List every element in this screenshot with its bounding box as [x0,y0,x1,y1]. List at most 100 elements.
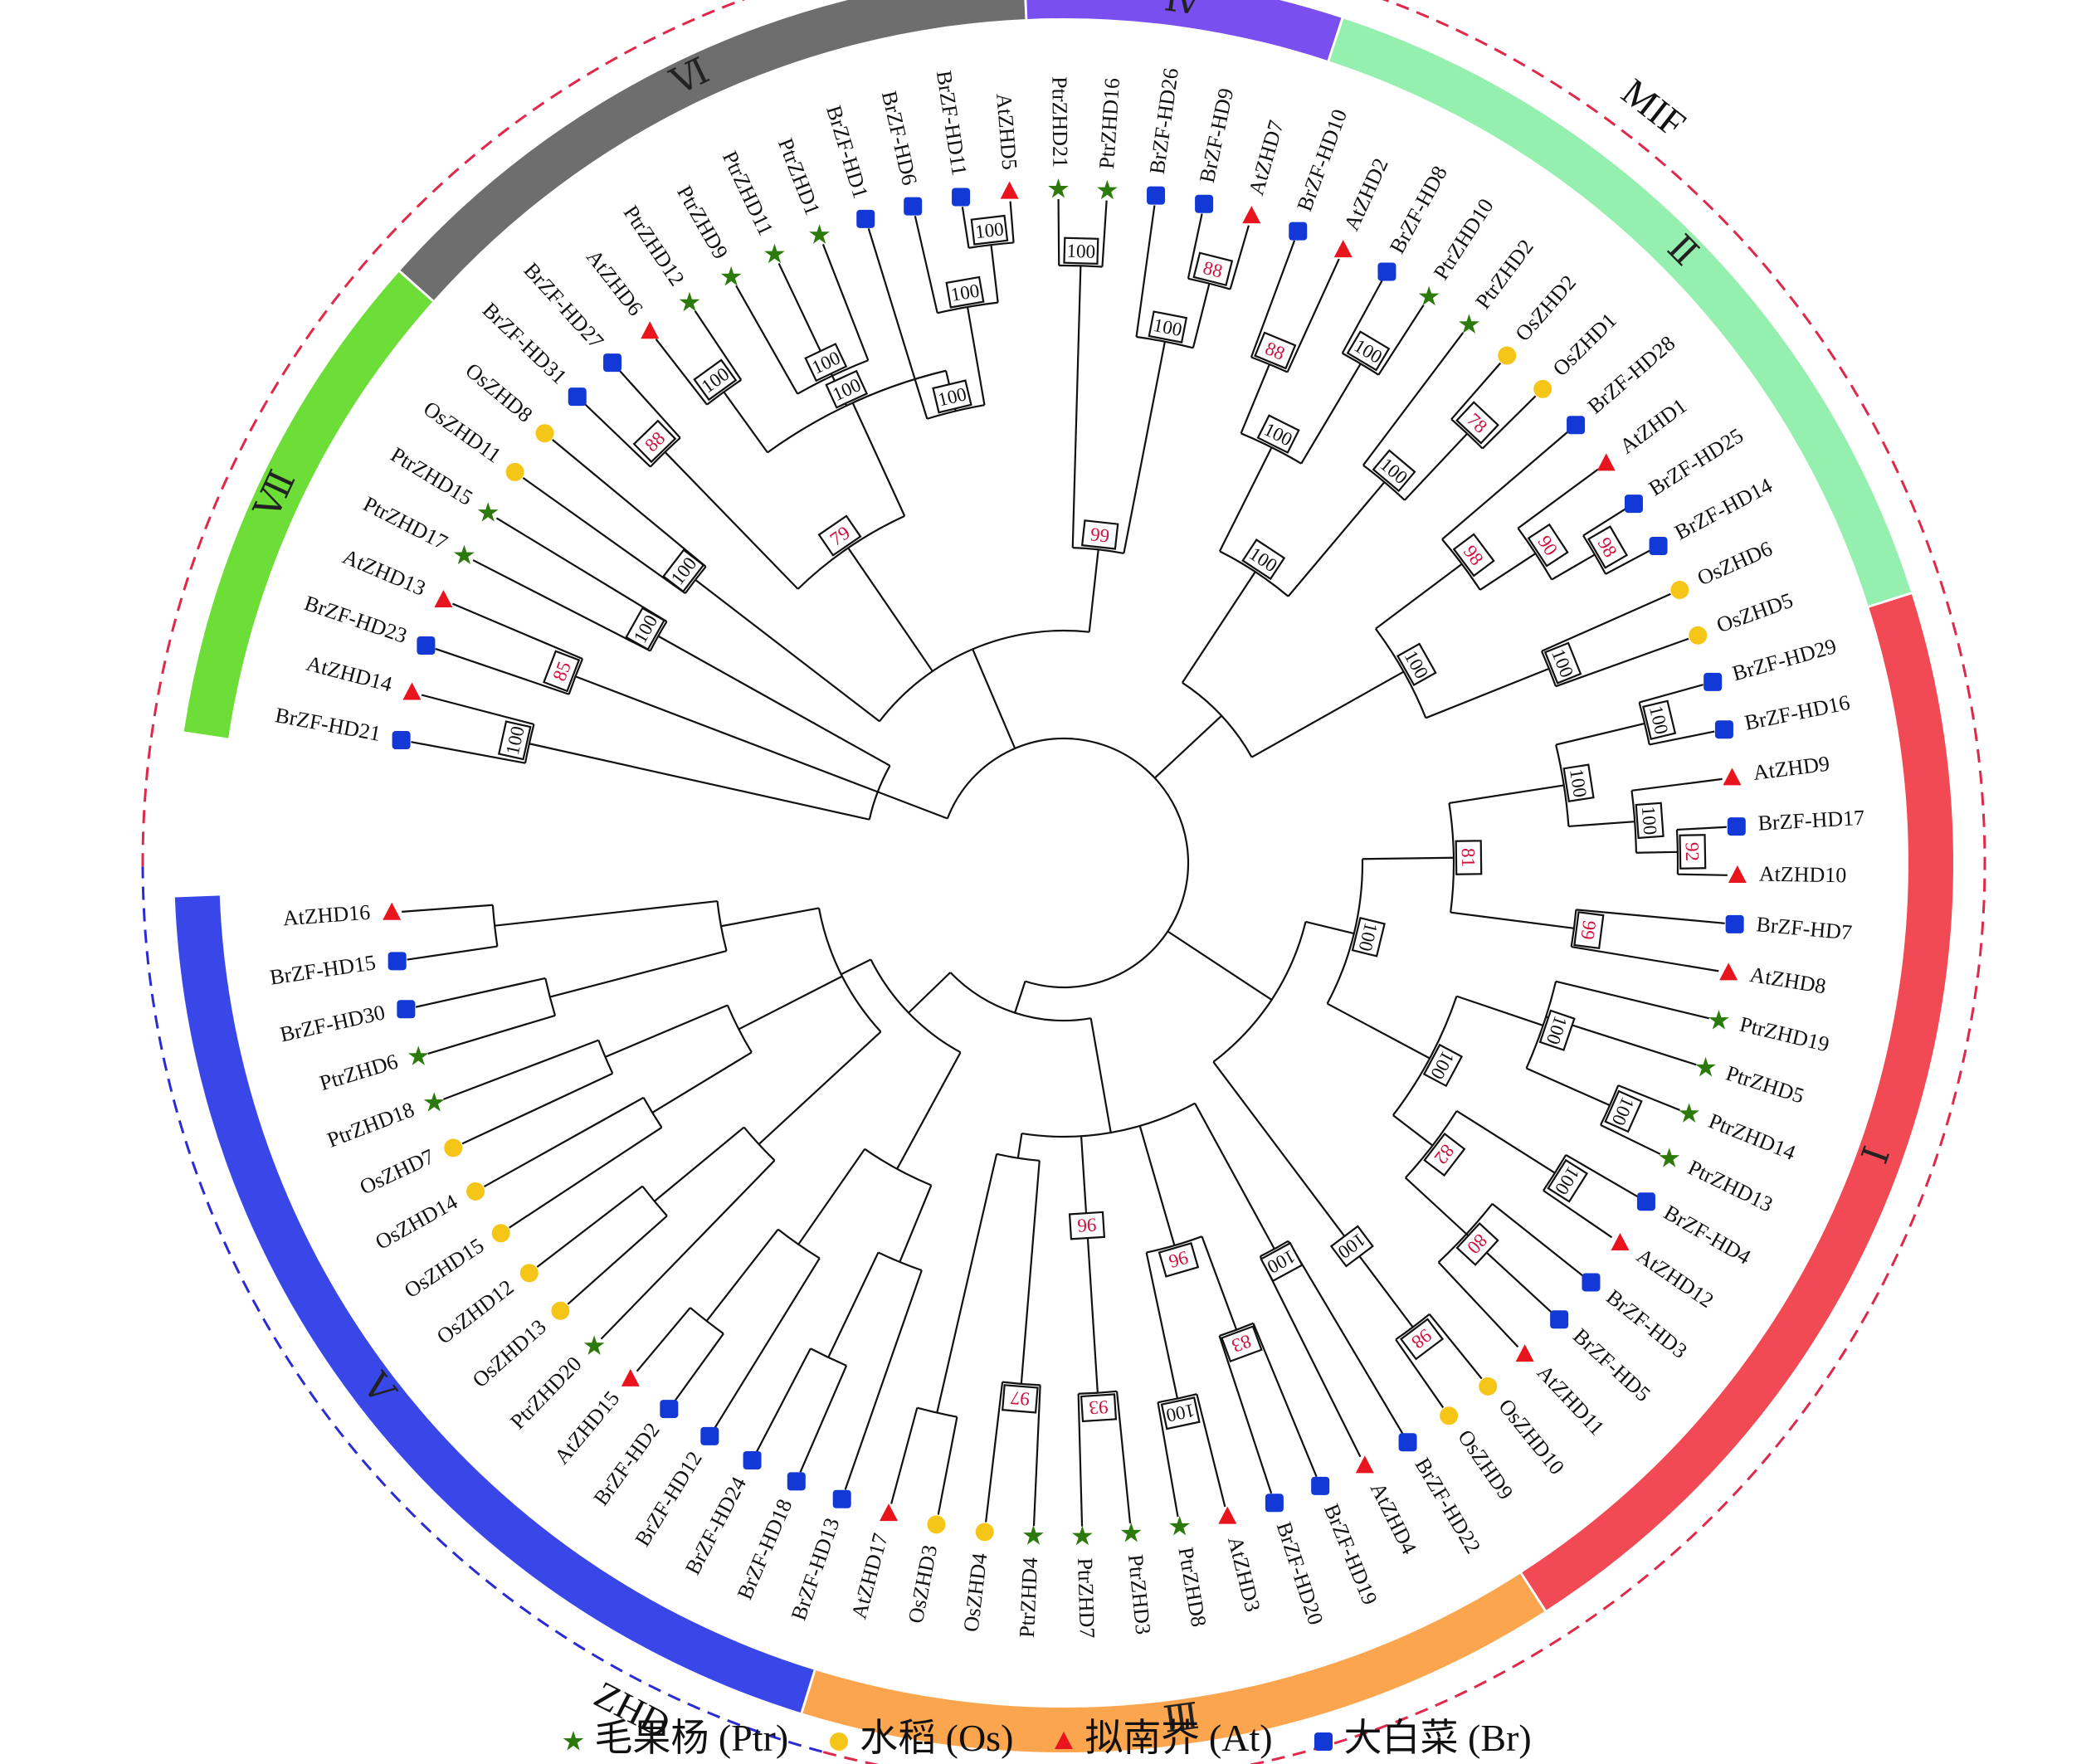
subfamily-band [1522,594,1953,1611]
branch-arc [797,359,869,395]
ptr-marker-icon [679,291,700,312]
leaf-label: PtrZHD20 [505,1352,586,1434]
legend-item: 拟南芥 (At) [1050,1708,1273,1762]
bootstrap-box: 80 [1455,1222,1499,1266]
branch-line [1088,549,1099,632]
leaf-label: BrZF-HD6 [877,89,922,188]
branch-line [1377,305,1425,376]
branch-line [1425,667,1550,719]
branch-line [1555,722,1645,746]
bootstrap-box: 100 [1260,1241,1304,1283]
leaf-label: PtrZHD4 [1015,1557,1042,1638]
bootstrap-value: 100 [949,280,981,305]
ptr-marker-icon [1418,285,1440,306]
os-marker-icon [535,424,554,443]
branch-line [896,1051,962,1170]
br-marker-icon [832,1489,851,1508]
bootstrap-box: 100 [1635,802,1665,840]
branch-line [655,339,708,406]
leaf-label: OsZHD9 [1453,1425,1518,1504]
bootstrap-box: 100 [662,548,705,593]
branch-arc [1136,335,1194,349]
leaf-label: BrZF-HD13 [787,1515,845,1624]
branch-line [705,1228,779,1322]
at-marker-icon [434,589,453,607]
br-marker-icon [568,387,587,407]
leaf-label: AtZHD4 [1366,1479,1421,1558]
bootstrap-frame [945,275,985,309]
bootstrap-box: 100 [1604,1089,1643,1133]
bootstrap-frame [1372,449,1416,493]
bootstrap-box: 83 [1221,1325,1263,1363]
branch-arc [642,1097,663,1128]
ptr-marker-icon [1072,1525,1093,1546]
bootstrap-frame [1192,251,1234,286]
bootstrap-frame [804,343,848,383]
bootstrap-frame [1455,1222,1499,1266]
os-marker-icon [830,1732,849,1752]
branch-line [844,1269,923,1490]
branch-arc [1437,1203,1494,1264]
branch-line [529,743,870,821]
bootstrap-box: 79 [817,514,862,557]
leaf-label: PtrZHD17 [359,491,451,554]
branch-line [1101,200,1108,267]
branch-arc [597,1040,614,1074]
branch-arc [797,514,905,590]
branch-line [1300,363,1362,465]
bootstrap-box: 100 [625,607,665,651]
at-marker-icon [1728,865,1747,884]
branch-line [1404,432,1469,501]
branch-line [1212,1061,1344,1235]
leaf-label: AtZHD12 [1632,1244,1718,1313]
branch-line [1181,571,1256,684]
branch-arc [690,1307,724,1335]
bootstrap-frame [1254,331,1297,370]
branch-line [1251,670,1405,758]
bootstrap-box: 100 [1346,330,1391,372]
branch-arc [1374,628,1427,719]
branch-line [536,1185,643,1268]
br-marker-icon [392,731,411,750]
bootstrap-value: 92 [1682,842,1703,861]
branch-line [890,1407,919,1504]
bootstrap-box: 100 [945,275,985,309]
leaf-label: AtZHD16 [282,900,371,931]
branch-line [972,648,1016,749]
branch-arc [1219,550,1289,597]
branch-line [1080,1136,1087,1211]
branch-line [583,402,651,468]
br-marker-icon [1314,1732,1333,1752]
bootstrap-frame [1642,699,1677,740]
branch-line [695,578,880,723]
bootstrap-box: 100 [1241,538,1286,581]
leaf-label: BrZF-HD20 [1272,1519,1328,1628]
subfamily-label: Ⅲ [1161,1696,1201,1741]
leaf-label: PtrZHD2 [1470,235,1538,314]
branch-arc [1326,859,1364,1005]
bootstrap-box: 100 [932,379,972,414]
leaf-label: OsZHD10 [1494,1394,1569,1479]
leaf-label: PtrZHD8 [1173,1546,1211,1629]
bootstrap-box: 99 [1573,911,1605,950]
bootstrap-box: 100 [1396,642,1437,687]
os-marker-icon [505,462,524,481]
branch-line [1455,1109,1556,1174]
branch-line [1286,258,1340,373]
leaf-label: AtZHD11 [1533,1360,1610,1440]
branch-line [427,1014,556,1055]
square-icon [1314,1732,1333,1752]
os-marker-icon [491,1224,510,1243]
branch-line [1089,1017,1112,1133]
branch-line [1250,240,1296,358]
br-marker-icon [1582,1273,1601,1292]
branch-arc [767,369,947,454]
at-marker-icon [383,902,402,920]
legend-item: 水稻 (Os) [825,1708,1013,1762]
species-legend: 毛果杨 (Ptr) 水稻 (Os) 拟南芥 (At) 大白菜 (Br) [0,1708,2091,1762]
leaf-label: AtZHD6 [582,245,648,320]
branch-line [415,977,546,1008]
leaf-label: BrZF-HD8 [1385,162,1452,257]
ptr-marker-icon [583,1335,605,1355]
